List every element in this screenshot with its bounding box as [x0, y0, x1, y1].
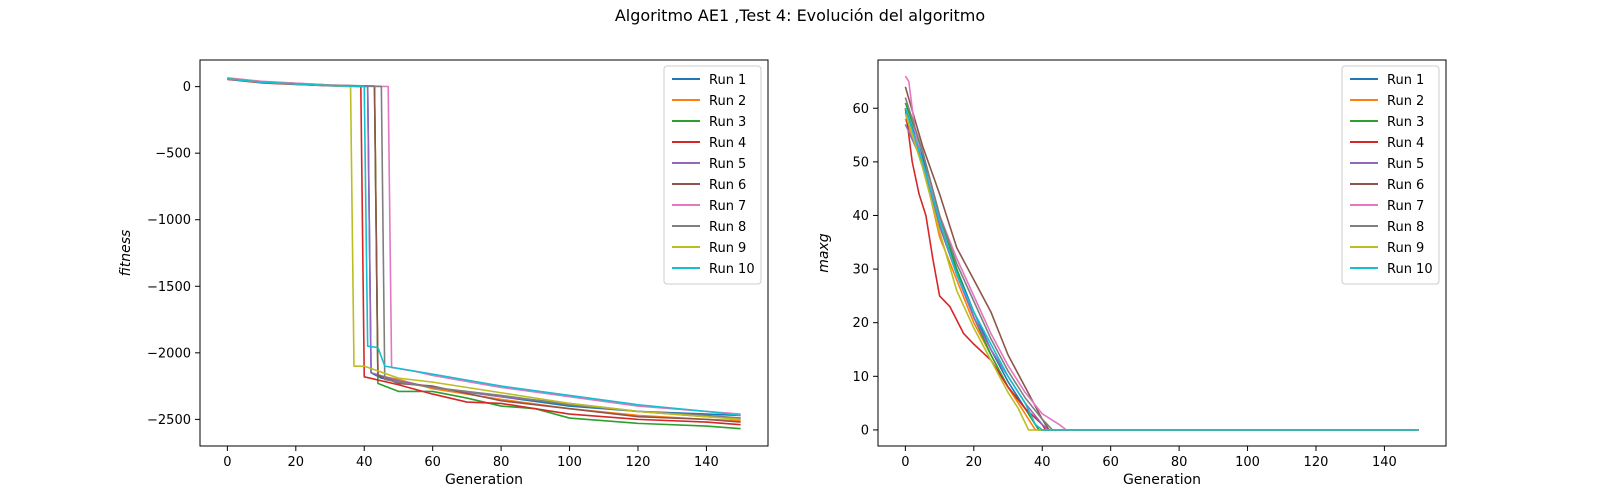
fitness-series-line-10 [227, 77, 741, 417]
fitness-legend-label-3: Run 3 [709, 115, 746, 130]
fitness-legend: Run 1 Run 2 Run 3 Run 4 Run 5 Run 6 Run 7 Run 8… [663, 65, 762, 285]
fitness-legend-label-10: Run 10 [709, 262, 755, 277]
fitness-xtick-label: 60 [424, 455, 441, 470]
fitness-xtick-label: 140 [694, 455, 719, 470]
fitness-legend-label-2: Run 2 [709, 94, 746, 109]
fitness-series-group [227, 77, 741, 430]
fitness-xtick-label: 100 [557, 455, 582, 470]
fitness-xtick-label: 80 [493, 455, 510, 470]
fitness-legend-label-4: Run 4 [709, 136, 746, 151]
fitness-xtick-label: 40 [356, 455, 373, 470]
fitness-plot-frame [199, 59, 769, 447]
fitness-ytick-label: −500 [155, 147, 191, 162]
fitness-legend-label-5: Run 5 [709, 157, 746, 172]
fitness-xtick-label: 120 [626, 455, 651, 470]
fitness-x-axis-label: Generation [445, 472, 523, 488]
fitness-legend-label-1: Run 1 [709, 73, 746, 88]
fitness-legend-label-9: Run 9 [709, 241, 746, 256]
fitness-ytick-label: 0 [183, 80, 191, 95]
fitness-legend-label-6: Run 6 [709, 178, 746, 193]
fitness-ytick-label: −1000 [147, 213, 191, 228]
fitness-xtick-label: 0 [223, 455, 231, 470]
fitness-ytick-label: −1500 [147, 280, 191, 295]
fitness-xtick-label: 20 [288, 455, 305, 470]
fitness-legend-label-8: Run 8 [709, 220, 746, 235]
fitness-legend-label-7: Run 7 [709, 199, 746, 214]
fitness-ytick-label: −2000 [147, 346, 191, 361]
fitness-y-axis-label: fitness [118, 230, 134, 277]
fitness-ytick-label: −2500 [147, 413, 191, 428]
figure-title: Algoritmo AE1 ,Test 4: Evolución del alg… [614, 6, 986, 25]
